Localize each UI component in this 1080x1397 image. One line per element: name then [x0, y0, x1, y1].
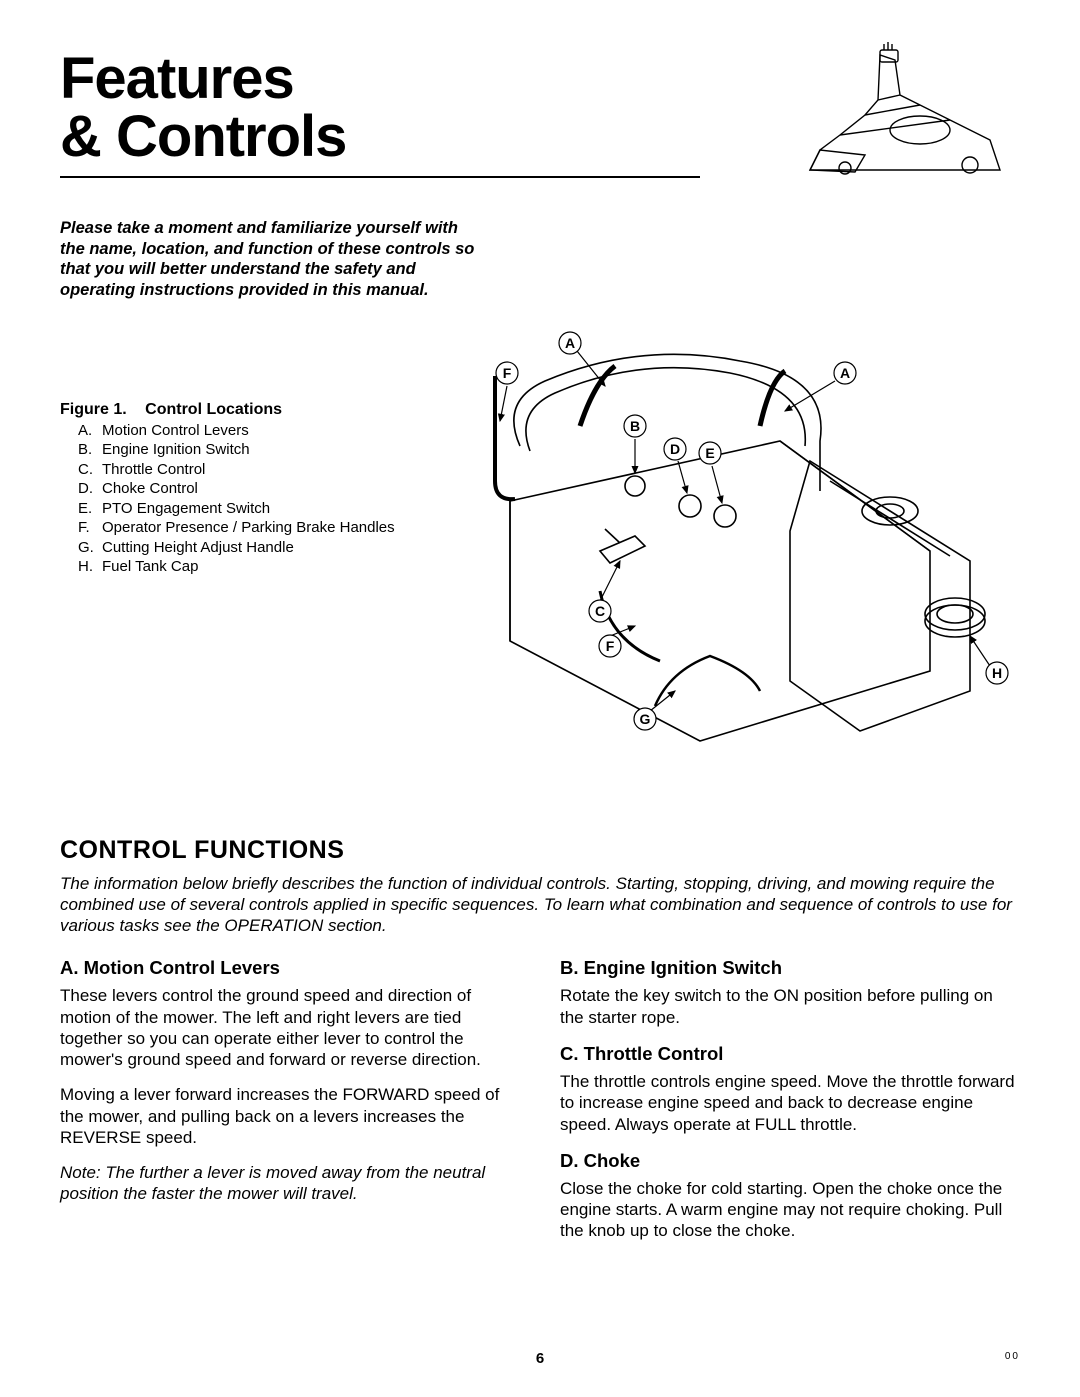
figure-row: Figure 1. Control Locations A.Motion Con…: [60, 311, 1020, 796]
sub-b-heading: B. Engine Ignition Switch: [560, 956, 1020, 979]
sub-a-heading: A. Motion Control Levers: [60, 956, 520, 979]
control-diagram: A A B C D E F F G H: [460, 311, 1020, 796]
legend-list: A.Motion Control Levers B.Engine Ignitio…: [78, 421, 460, 577]
section-heading: CONTROL FUNCTIONS: [60, 836, 1020, 865]
svg-text:E: E: [705, 445, 714, 461]
svg-text:B: B: [630, 418, 640, 434]
svg-text:A: A: [840, 365, 850, 381]
right-column: B. Engine Ignition Switch Rotate the key…: [560, 956, 1020, 1255]
figure-caption: Figure 1. Control Locations: [60, 401, 460, 419]
svg-text:G: G: [640, 711, 651, 727]
figure-label: Figure 1.: [60, 401, 127, 418]
page-title-line2: & Controls: [60, 108, 700, 166]
svg-text:H: H: [992, 665, 1002, 681]
sub-b-para: Rotate the key switch to the ON position…: [560, 985, 1020, 1028]
sub-d-heading: D. Choke: [560, 1149, 1020, 1172]
sub-a-para2: Moving a lever forward increases the FOR…: [60, 1084, 520, 1148]
header-row: Features & Controls: [60, 50, 1020, 190]
sub-c-para: The throttle controls engine speed. Move…: [560, 1071, 1020, 1135]
two-column-body: A. Motion Control Levers These levers co…: [60, 956, 1020, 1255]
legend-item: H.Fuel Tank Cap: [78, 557, 460, 577]
figure-legend: Figure 1. Control Locations A.Motion Con…: [60, 401, 460, 577]
svg-text:A: A: [565, 335, 575, 351]
intro-paragraph: Please take a moment and familiarize you…: [60, 218, 480, 301]
page-title-line1: Features: [60, 50, 700, 108]
title-block: Features & Controls: [60, 50, 700, 178]
left-column: A. Motion Control Levers These levers co…: [60, 956, 520, 1255]
sub-c-heading: C. Throttle Control: [560, 1042, 1020, 1065]
section-intro: The information below briefly describes …: [60, 873, 1020, 937]
control-diagram-svg: A A B C D E F F G H: [460, 311, 1020, 791]
mower-thumbnail-icon: [770, 40, 1020, 190]
legend-item: C.Throttle Control: [78, 460, 460, 480]
legend-item: B.Engine Ignition Switch: [78, 440, 460, 460]
legend-item: G.Cutting Height Adjust Handle: [78, 538, 460, 558]
svg-text:F: F: [503, 365, 512, 381]
legend-item: E.PTO Engagement Switch: [78, 499, 460, 519]
svg-text:C: C: [595, 603, 605, 619]
sub-a-para1: These levers control the ground speed an…: [60, 985, 520, 1070]
svg-text:F: F: [606, 638, 615, 654]
legend-item: F.Operator Presence / Parking Brake Hand…: [78, 518, 460, 538]
sub-a-note: Note: The further a lever is moved away …: [60, 1162, 520, 1205]
legend-item: D.Choke Control: [78, 479, 460, 499]
revision-code: 00: [1005, 1351, 1020, 1362]
sub-d-para: Close the choke for cold starting. Open …: [560, 1178, 1020, 1242]
figure-caption-text: Control Locations: [145, 401, 282, 418]
legend-item: A.Motion Control Levers: [78, 421, 460, 441]
page-number: 6: [536, 1350, 544, 1367]
title-underline: [60, 176, 700, 178]
svg-text:D: D: [670, 441, 680, 457]
